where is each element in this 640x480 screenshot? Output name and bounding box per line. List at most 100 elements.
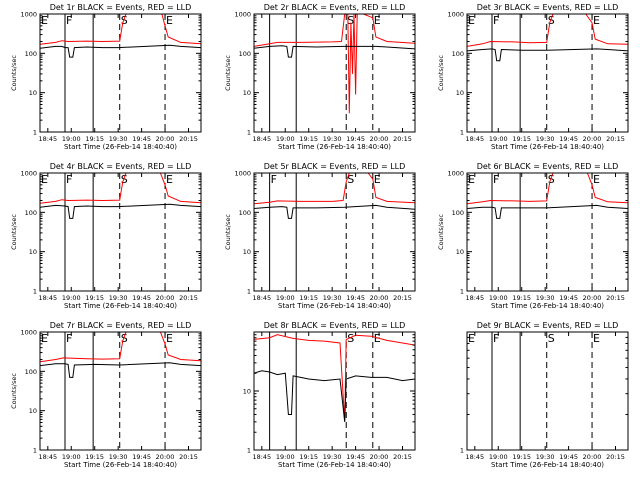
y-tick-label: 1 bbox=[247, 129, 251, 137]
series-line bbox=[254, 173, 415, 205]
x-tick-label: 19:30 bbox=[109, 294, 128, 302]
x-tick-label: 19:30 bbox=[323, 294, 342, 302]
series-line bbox=[467, 14, 628, 47]
marker-label: F bbox=[271, 173, 277, 186]
series-line bbox=[40, 332, 201, 363]
marker-label: E bbox=[374, 173, 381, 186]
x-tick-label: 18:45 bbox=[465, 294, 484, 302]
series-line bbox=[254, 204, 415, 219]
x-tick-label: 20:00 bbox=[583, 453, 602, 461]
x-tick-label: 20:15 bbox=[179, 453, 198, 461]
x-tick-label: 19:30 bbox=[536, 294, 555, 302]
marker-label: F bbox=[66, 173, 72, 186]
chart-title: Det 7r BLACK = Events, RED = LLD bbox=[50, 321, 192, 330]
y-tick-label: 1 bbox=[460, 288, 464, 296]
chart-title: Det 6r BLACK = Events, RED = LLD bbox=[477, 162, 619, 171]
y-axis-label: Counts/sec bbox=[437, 55, 445, 91]
x-tick-label: 20:00 bbox=[156, 135, 175, 143]
marker-label: E bbox=[468, 332, 475, 345]
x-tick-label: 20:00 bbox=[370, 135, 389, 143]
y-tick-label: 1000 bbox=[234, 170, 251, 178]
x-tick-label: 19:30 bbox=[109, 135, 128, 143]
marker-label: F bbox=[493, 173, 499, 186]
series-line bbox=[40, 14, 201, 45]
x-tick-label: 18:45 bbox=[252, 453, 271, 461]
marker-label: E bbox=[166, 173, 173, 186]
chart-title: Det 2r BLACK = Events, RED = LLD bbox=[264, 3, 406, 12]
chart-title: Det 1r BLACK = Events, RED = LLD bbox=[50, 3, 192, 12]
marker-label: S bbox=[347, 332, 354, 345]
chart-title: Det 3r BLACK = Events, RED = LLD bbox=[477, 3, 619, 12]
y-tick-label: 1 bbox=[460, 447, 464, 455]
x-tick-label: 19:15 bbox=[85, 135, 104, 143]
chart-title: Det 9r BLACK = Events, RED = LLD bbox=[477, 321, 619, 330]
x-tick-label: 19:45 bbox=[132, 294, 151, 302]
marker-label: E bbox=[468, 14, 475, 27]
y-tick-label: 1000 bbox=[447, 11, 464, 19]
x-tick-label: 20:15 bbox=[606, 135, 625, 143]
y-tick-label: 100 bbox=[25, 50, 37, 58]
plot-frame bbox=[39, 172, 202, 292]
x-tick-label: 19:45 bbox=[559, 294, 578, 302]
marker-label: E bbox=[166, 14, 173, 27]
plot-frame bbox=[253, 331, 416, 451]
x-axis-label: Start Time (26-Feb-14 18:40:40) bbox=[278, 302, 391, 310]
x-tick-label: 18:45 bbox=[38, 453, 57, 461]
x-axis-label: Start Time (26-Feb-14 18:40:40) bbox=[491, 143, 604, 151]
x-tick-label: 19:45 bbox=[132, 453, 151, 461]
x-axis-label: Start Time (26-Feb-14 18:40:40) bbox=[64, 302, 177, 310]
x-tick-label: 18:45 bbox=[38, 294, 57, 302]
x-tick-label: 20:15 bbox=[179, 135, 198, 143]
plot-frame bbox=[466, 172, 629, 292]
y-tick-label: 10 bbox=[456, 89, 464, 97]
x-tick-label: 19:00 bbox=[62, 453, 81, 461]
x-tick-label: 20:15 bbox=[393, 453, 412, 461]
y-tick-label: 10 bbox=[243, 388, 251, 396]
x-tick-label: 19:30 bbox=[323, 135, 342, 143]
marker-label: E bbox=[166, 332, 173, 345]
chart-panel-5: Det 5r BLACK = Events, RED = LLD F S E 18:45… bbox=[224, 162, 416, 310]
x-tick-label: 20:00 bbox=[583, 294, 602, 302]
series-line bbox=[467, 204, 628, 219]
plot-frame bbox=[466, 13, 629, 133]
y-tick-label: 1000 bbox=[20, 11, 37, 19]
chart-title: Det 8r BLACK = Events, RED = LLD bbox=[264, 321, 406, 330]
x-tick-label: 19:00 bbox=[489, 453, 508, 461]
marker-label: E bbox=[593, 332, 600, 345]
y-tick-label: 1000 bbox=[20, 170, 37, 178]
y-tick-label: 10 bbox=[243, 89, 251, 97]
x-axis-label: Start Time (26-Feb-14 18:40:40) bbox=[64, 461, 177, 469]
x-tick-label: 18:45 bbox=[252, 135, 271, 143]
x-axis-label: Start Time (26-Feb-14 18:40:40) bbox=[491, 302, 604, 310]
x-tick-label: 19:00 bbox=[62, 294, 81, 302]
chart-panel-8: Det 8r BLACK = Events, RED = LLD S E 18:45 1… bbox=[243, 321, 416, 469]
marker-label: E bbox=[593, 173, 600, 186]
y-tick-label: 10 bbox=[29, 89, 37, 97]
marker-label: E bbox=[374, 332, 381, 345]
x-tick-label: 19:45 bbox=[346, 294, 365, 302]
x-tick-label: 18:45 bbox=[252, 294, 271, 302]
y-tick-label: 100 bbox=[25, 368, 37, 376]
x-tick-label: 20:00 bbox=[370, 294, 389, 302]
x-tick-label: 18:45 bbox=[38, 135, 57, 143]
y-tick-label: 100 bbox=[25, 209, 37, 217]
plot-frame bbox=[253, 172, 416, 292]
x-tick-label: 19:45 bbox=[346, 453, 365, 461]
series-line bbox=[254, 45, 415, 58]
x-tick-label: 19:00 bbox=[276, 453, 295, 461]
marker-label: F bbox=[493, 332, 499, 345]
series-line bbox=[254, 334, 415, 422]
marker-label: S bbox=[121, 332, 128, 345]
chart-title: Det 4r BLACK = Events, RED = LLD bbox=[50, 162, 192, 171]
x-tick-label: 19:45 bbox=[559, 453, 578, 461]
series-line bbox=[40, 203, 201, 219]
marker-label: S bbox=[347, 173, 354, 186]
